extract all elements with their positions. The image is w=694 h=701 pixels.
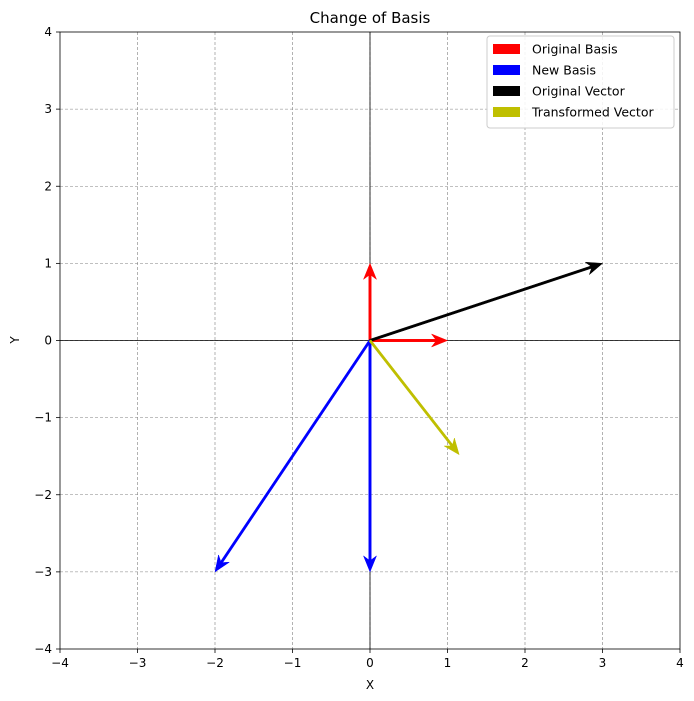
transformed-vector-arrow bbox=[368, 339, 460, 456]
y-tick-label: 1 bbox=[44, 256, 52, 270]
x-tick-label: 4 bbox=[676, 656, 684, 670]
x-tick-label: 1 bbox=[444, 656, 452, 670]
legend-label-original-basis: Original Basis bbox=[532, 42, 618, 57]
legend-label-original-vector: Original Vector bbox=[532, 84, 626, 99]
y-tick-label: 4 bbox=[44, 25, 52, 39]
x-tick-label: 0 bbox=[366, 656, 374, 670]
new-basis-arrow bbox=[214, 339, 372, 573]
legend-swatch-new-basis bbox=[493, 65, 520, 75]
new-basis-arrow bbox=[362, 340, 378, 573]
x-tick-label: −4 bbox=[51, 656, 69, 670]
y-tick-label: −3 bbox=[34, 565, 52, 579]
legend-label-transformed-vector: Transformed Vector bbox=[531, 105, 654, 120]
y-tick-label: −2 bbox=[34, 488, 52, 502]
y-tick-label: 3 bbox=[44, 102, 52, 116]
legend-box bbox=[486, 35, 675, 129]
x-tick-label: −3 bbox=[129, 656, 147, 670]
legend: Original Basis New Basis Original Vector Tr… bbox=[486, 35, 675, 129]
x-tick-label: −2 bbox=[206, 656, 224, 670]
chart-title: Change of Basis bbox=[310, 9, 431, 27]
original-basis-arrow bbox=[369, 333, 449, 348]
y-tick-label: −1 bbox=[34, 411, 52, 425]
original-vector-arrow bbox=[369, 261, 604, 342]
x-tick-label: 3 bbox=[599, 656, 607, 670]
y-tick-label: −4 bbox=[34, 642, 52, 656]
legend-swatch-transformed-vector bbox=[493, 107, 520, 117]
original-basis-arrow bbox=[362, 262, 378, 341]
legend-swatch-original-vector bbox=[493, 86, 520, 96]
x-tick-label: 2 bbox=[521, 656, 529, 670]
legend-swatch-original-basis bbox=[493, 44, 520, 54]
axes-frame bbox=[59, 31, 681, 650]
y-axis-label: Y bbox=[8, 336, 22, 345]
x-axis-label: X bbox=[366, 678, 374, 692]
legend-label-new-basis: New Basis bbox=[532, 63, 596, 78]
y-tick-label: 0 bbox=[44, 334, 52, 348]
x-tick-label: −1 bbox=[284, 656, 302, 670]
y-tick-label: 2 bbox=[44, 179, 52, 193]
